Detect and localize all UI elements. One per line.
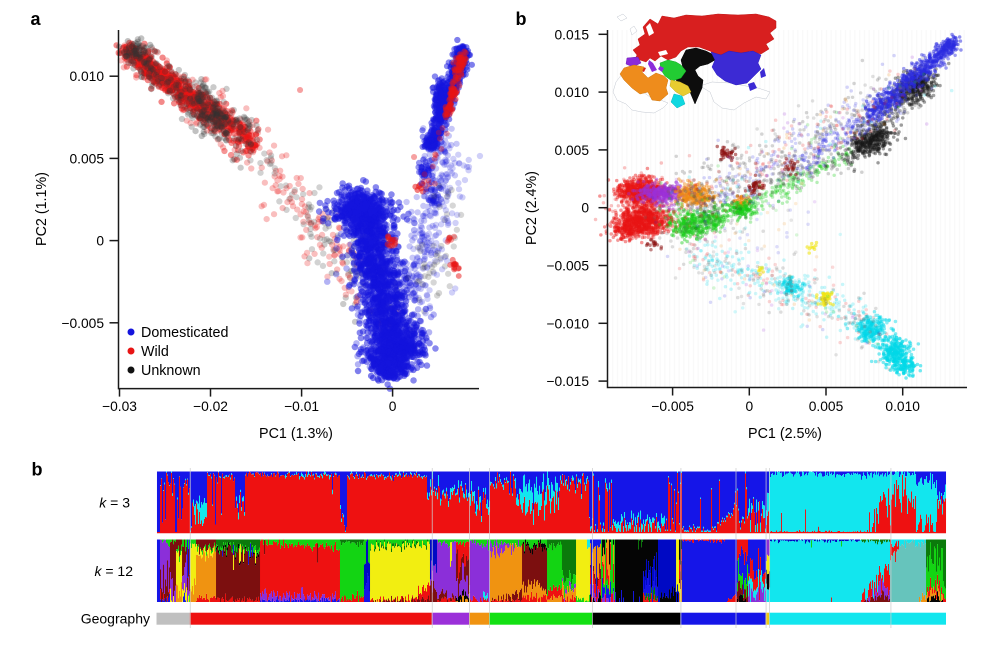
svg-text:0.010: 0.010 (554, 85, 589, 100)
svg-text:Wild: Wild (141, 344, 169, 360)
svg-text:0: 0 (745, 399, 753, 414)
svg-text:0.015: 0.015 (554, 27, 589, 42)
svg-text:0.005: 0.005 (809, 399, 844, 414)
svg-text:0: 0 (581, 201, 589, 216)
svg-text:Unknown: Unknown (141, 363, 201, 379)
svg-text:−0.005: −0.005 (651, 399, 694, 414)
svg-text:0: 0 (389, 399, 397, 414)
svg-text:b: b (516, 9, 527, 29)
svg-text:−0.01: −0.01 (284, 399, 319, 414)
svg-text:k = 3: k = 3 (99, 495, 130, 511)
svg-text:Geography: Geography (81, 611, 150, 627)
svg-text:PC1 (2.5%): PC1 (2.5%) (748, 426, 822, 442)
svg-text:−0.005: −0.005 (61, 316, 104, 331)
svg-text:0.005: 0.005 (554, 143, 589, 158)
svg-text:−0.02: −0.02 (193, 399, 228, 414)
svg-text:PC1 (1.3%): PC1 (1.3%) (259, 426, 333, 442)
svg-text:PC2 (2.4%): PC2 (2.4%) (524, 171, 540, 245)
svg-text:−0.015: −0.015 (546, 374, 589, 389)
svg-text:b: b (32, 460, 43, 480)
svg-text:0.010: 0.010 (885, 399, 920, 414)
svg-text:−0.010: −0.010 (546, 316, 589, 331)
svg-text:0: 0 (96, 234, 104, 249)
svg-text:0.005: 0.005 (69, 151, 104, 166)
svg-text:0.010: 0.010 (69, 69, 104, 84)
svg-text:PC2 (1.1%): PC2 (1.1%) (34, 172, 50, 246)
svg-text:−0.03: −0.03 (102, 399, 137, 414)
svg-text:Domesticated: Domesticated (141, 325, 228, 341)
svg-text:a: a (31, 9, 42, 29)
svg-text:k = 12: k = 12 (94, 563, 133, 579)
svg-text:−0.005: −0.005 (546, 259, 589, 274)
